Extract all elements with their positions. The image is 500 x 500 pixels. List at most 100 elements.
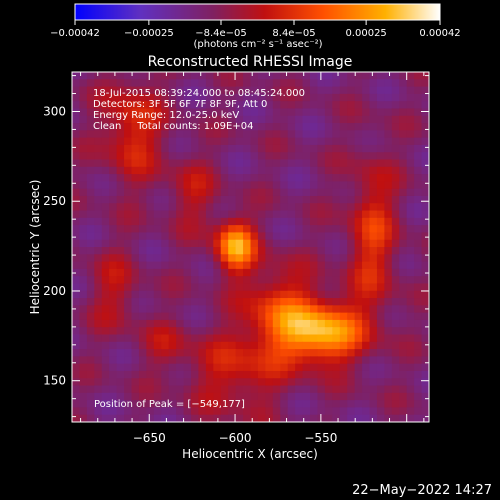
heatmap-cell [317,268,326,277]
heatmap-cell [391,298,400,306]
heatmap-cell [94,363,103,372]
heatmap-cell [324,319,333,328]
heatmap-cell [183,378,192,387]
heatmap-cell [272,93,281,102]
heatmap-cell [302,268,311,277]
heatmap-cell [287,283,296,292]
heatmap-cell [257,232,266,241]
heatmap-cell [257,137,266,146]
heatmap-cell [287,86,296,95]
heatmap-cell [257,305,266,314]
heatmap-cell [101,115,110,124]
heatmap-cell [235,247,244,255]
heatmap-cell [406,188,415,197]
heatmap-cell [94,268,103,277]
heatmap-cell [228,217,237,226]
heatmap-cell [362,400,371,409]
heatmap-cell [228,349,237,357]
heatmap-cell [79,115,88,124]
heatmap-cell [198,349,207,357]
heatmap-cell [168,341,177,350]
heatmap-cell [124,137,133,146]
heatmap-cell [146,93,155,102]
heatmap-cell [414,101,423,110]
heatmap-cell [124,130,133,139]
annotation-block: 18-Jul-2015 08:39:24.000 to 08:45:24.000… [93,88,305,132]
heatmap-cell [287,195,296,204]
heatmap-cell [287,276,296,285]
heatmap-cell [324,152,333,161]
heatmap-cell [369,385,378,394]
heatmap-cell [287,239,296,248]
heatmap-cell [243,349,252,357]
heatmap-cell [272,407,281,416]
heatmap-cell [362,261,371,270]
heatmap-cell [295,349,304,357]
heatmap-cell [250,327,259,336]
heatmap-cell [369,414,378,422]
heatmap-cell [391,378,400,387]
heatmap-cell [376,247,385,255]
heatmap-cell [406,407,415,416]
heatmap-cell [79,283,88,292]
heatmap-cell [391,290,400,299]
heatmap-cell [287,123,296,131]
heatmap-cell [339,407,348,416]
heatmap-cell [347,123,356,131]
heatmap-cell [131,152,140,161]
heatmap-cell [339,174,348,182]
heatmap-cell [250,159,259,168]
heatmap-cell [198,247,207,255]
heatmap-cell [235,137,244,146]
heatmap-cell [213,312,222,321]
heatmap-cell [109,254,118,263]
heatmap-cell [399,108,408,117]
heatmap-cell [191,261,200,270]
heatmap-cell [161,181,170,190]
heatmap-cell [131,159,140,168]
heatmap-cell [257,130,266,139]
heatmap-cell [138,210,147,219]
heatmap-cell [391,283,400,292]
heatmap-cell [124,319,133,328]
heatmap-cell [94,385,103,394]
heatmap-cell [72,261,81,270]
heatmap-cell [198,298,207,306]
colorbar-tick-label: −0.00025 [124,28,174,39]
heatmap-cell [317,239,326,248]
heatmap-cell [213,247,222,255]
heatmap-cell [347,341,356,350]
heatmap-cell [406,115,415,124]
heatmap-cell [131,400,140,409]
heatmap-cell [116,312,125,321]
heatmap-cell [421,298,429,306]
heatmap-cell [280,305,289,314]
heatmap-cell [339,115,348,124]
heatmap-cell [86,225,95,234]
heatmap-cell [235,232,244,241]
heatmap-cell [235,210,244,219]
heatmap-cell [362,254,371,263]
heatmap-cell [406,195,415,204]
heatmap-cell [272,334,281,343]
heatmap-cell [243,247,252,255]
heatmap-cell [399,137,408,146]
heatmap-cell [347,137,356,146]
heatmap-cell [183,385,192,394]
heatmap-cell [116,400,125,409]
heatmap-cell [205,407,214,416]
heatmap-cell [228,137,237,146]
heatmap-cell [369,123,378,131]
heatmap-cell [280,254,289,263]
heatmap-cell [79,392,88,401]
heatmap-cell [406,290,415,299]
heatmap-cell [213,356,222,365]
heatmap-cell [220,305,229,314]
heatmap-cell [72,195,81,204]
heatmap-cell [116,290,125,299]
heatmap-cell [116,363,125,372]
heatmap-cell [131,86,140,95]
heatmap-cell [384,349,393,357]
heatmap-cell [362,188,371,197]
heatmap-cell [406,108,415,117]
